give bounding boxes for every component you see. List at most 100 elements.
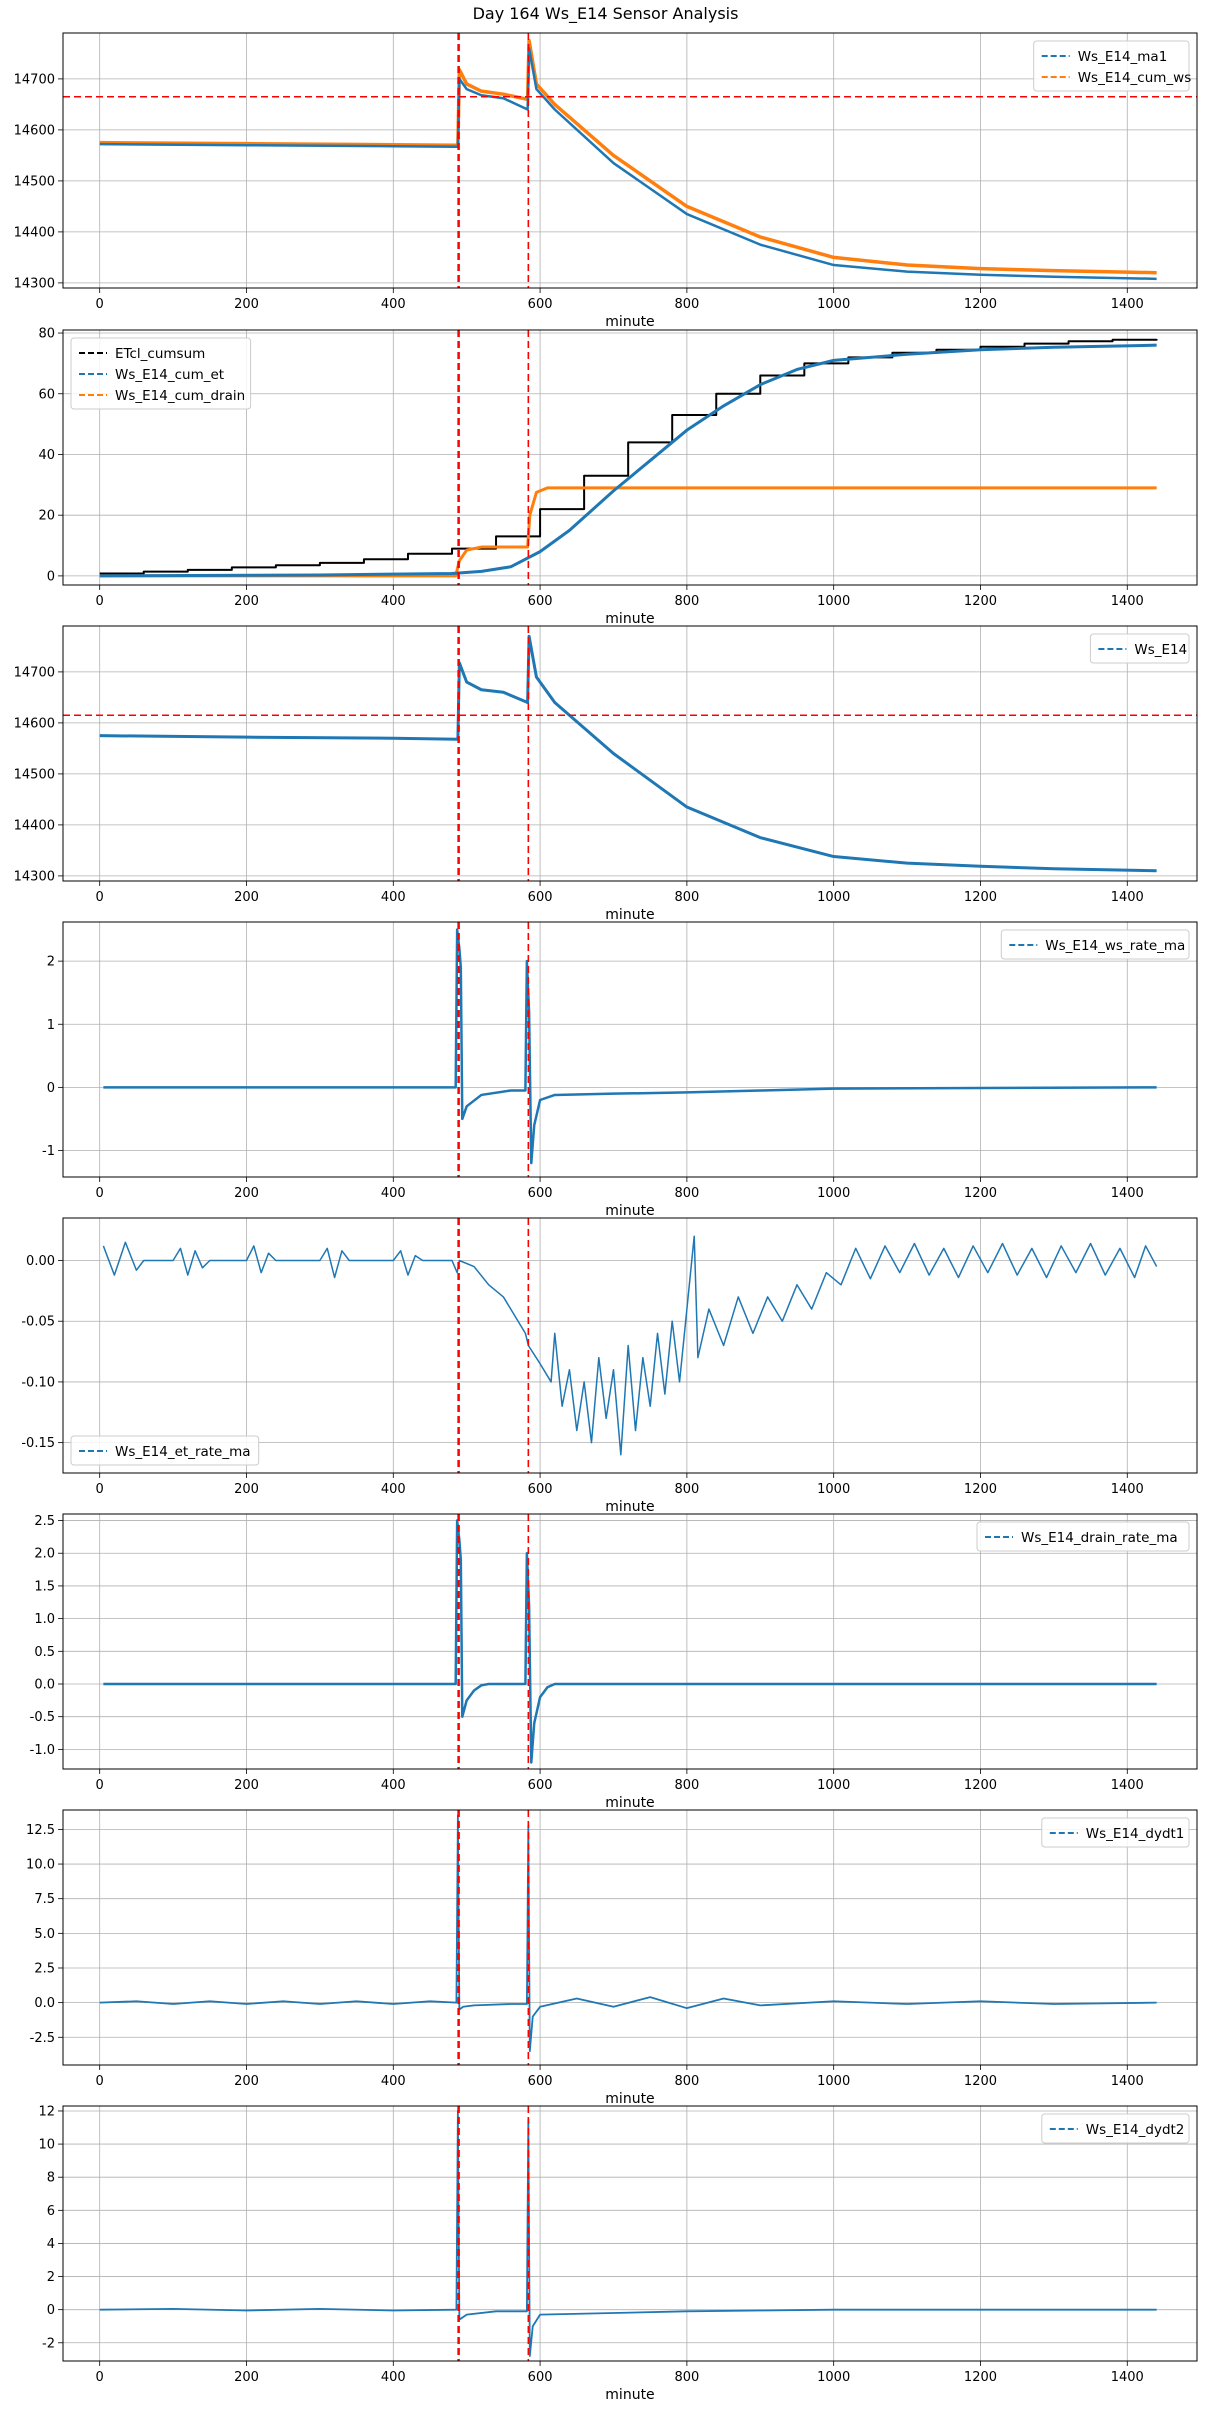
y-tick-label: 6	[47, 2204, 55, 2219]
y-tick-label: 14600	[14, 123, 55, 138]
x-tick-label: 1400	[1111, 297, 1144, 312]
chart-panel-6: 0 200 400 600 800 1000 1200 1400 -1.0 -0.5 0.0 0.5 1…	[30, 1513, 1198, 1811]
x-tick-label: 800	[674, 890, 699, 905]
chart-panel-5: 0 200 400 600 800 1000 1200 1400 -0.15 -0.10 -0.05…	[21, 1217, 1198, 1515]
x-tick-label: 400	[381, 1778, 406, 1793]
axes-frame	[62, 1217, 1198, 1474]
y-tick-label: 10	[38, 2138, 55, 2153]
x-tick-label: 800	[674, 1186, 699, 1201]
legend-entry-label: Ws_E14_drain_rate_ma	[1021, 1530, 1178, 1546]
y-tick-label: 20	[38, 509, 55, 524]
legend-entry-label: Ws_E14	[1134, 642, 1187, 658]
x-tick-label: 1200	[964, 297, 997, 312]
y-tick-label: 14600	[14, 716, 55, 731]
legend: Ws_E14_dydt1	[1041, 1817, 1190, 1848]
x-tick-label: 1200	[964, 1482, 997, 1497]
x-tick-label: 1200	[964, 2074, 997, 2089]
axes-frame	[62, 1513, 1198, 1770]
x-tick-label: 200	[234, 2074, 259, 2089]
y-tick-label: 0	[47, 2303, 55, 2318]
x-tick-label: 1400	[1111, 1482, 1144, 1497]
y-tick-label: 60	[38, 387, 55, 402]
x-tick-label: 0	[96, 1482, 104, 1497]
x-tick-label: 800	[674, 594, 699, 609]
y-tick-label: 1.0	[34, 1612, 55, 1627]
y-tick-label: 12.5	[26, 1823, 55, 1838]
x-tick-label: 400	[381, 1482, 406, 1497]
x-tick-label: 200	[234, 594, 259, 609]
x-tick-label: 0	[96, 297, 104, 312]
x-tick-label: 600	[528, 890, 553, 905]
y-tick-label: 14700	[14, 665, 55, 680]
series-line-Ws_E14_dydt2	[99, 2110, 1157, 2357]
legend: Ws_E14_ma1 Ws_E14_cum_ws	[1033, 40, 1192, 92]
y-tick-label: 0.0	[34, 1678, 55, 1693]
series-line-Ws_E14_et_rate_ma	[102, 1235, 1158, 1456]
legend-box	[976, 1521, 1190, 1552]
y-tick-label: 0	[47, 1081, 55, 1096]
plot-area	[63, 626, 1197, 881]
y-tick-label: -0.10	[21, 1375, 55, 1390]
axes-frame	[62, 625, 1198, 882]
y-tick-label: 14400	[14, 818, 55, 833]
legend-box	[70, 337, 252, 410]
x-tick-label: 1200	[964, 594, 997, 609]
x-tick-label: 200	[234, 1778, 259, 1793]
x-tick-label: 1000	[817, 890, 850, 905]
chart-panel-2: 0 200 400 600 800 1000 1200 1400 0 20 40 60 80 minute…	[38, 327, 1198, 627]
x-tick-label: 1400	[1111, 2074, 1144, 2089]
legend: Ws_E14_drain_rate_ma	[976, 1521, 1190, 1552]
series-line-Ws_E14_drain_rate_ma	[103, 1519, 1157, 1764]
x-axis-label: minute	[605, 1203, 654, 1219]
x-tick-label: 1200	[964, 2370, 997, 2385]
legend-entry-label: Ws_E14_ma1	[1078, 49, 1168, 65]
x-tick-label: 400	[381, 297, 406, 312]
x-tick-label: 800	[674, 297, 699, 312]
y-tick-label: 8	[47, 2171, 55, 2186]
y-tick-label: 80	[38, 327, 55, 342]
x-tick-label: 600	[528, 2370, 553, 2385]
legend: Ws_E14_dydt2	[1041, 2113, 1190, 2144]
x-axis-label: minute	[605, 1795, 654, 1811]
legend-entry-label: ETcl_cumsum	[115, 346, 205, 362]
y-tick-label: -2.5	[30, 2031, 55, 2046]
chart-panel-7: 0 200 400 600 800 1000 1200 1400 -2.5 0.0 2.5 5.0 7.…	[26, 1809, 1198, 2107]
chart-panel-3: 0 200 400 600 800 1000 1200 1400 14300 14400 14500…	[14, 625, 1198, 923]
x-tick-label: 1000	[817, 1186, 850, 1201]
legend-box	[1041, 2113, 1190, 2144]
y-tick-label: 2.5	[34, 1514, 55, 1529]
y-tick-label: 14500	[14, 767, 55, 782]
legend: ETcl_cumsum Ws_E14_cum_et Ws_E14_cum_drain	[70, 337, 252, 410]
x-axis-label: minute	[605, 2387, 654, 2403]
series-line-Ws_E14_cum_et	[99, 343, 1157, 578]
y-tick-label: 4	[47, 2237, 55, 2252]
x-tick-label: 0	[96, 2074, 104, 2089]
x-tick-label: 200	[234, 890, 259, 905]
y-tick-label: 14300	[14, 276, 55, 291]
axes-frame	[62, 329, 1198, 586]
x-axis-label: minute	[605, 314, 654, 330]
x-tick-label: 400	[381, 890, 406, 905]
plot-area	[63, 33, 1197, 288]
plot-area	[99, 2106, 1157, 2361]
legend-box	[1089, 633, 1190, 664]
chart-panel-8: 0 200 400 600 800 1000 1200 1400 -2 0 2 4 6 8 10 12 minu…	[38, 2104, 1198, 2403]
x-tick-label: 200	[234, 1186, 259, 1201]
x-tick-label: 400	[381, 2370, 406, 2385]
legend-entry-label: Ws_E14_dydt2	[1086, 2122, 1185, 2138]
x-tick-label: 1400	[1111, 2370, 1144, 2385]
x-tick-label: 400	[381, 1186, 406, 1201]
x-tick-label: 400	[381, 2074, 406, 2089]
legend-entry-label: Ws_E14_cum_ws	[1078, 70, 1192, 86]
legend: Ws_E14	[1089, 633, 1190, 664]
legend-entry-label: Ws_E14_cum_drain	[115, 388, 245, 404]
y-tick-label: 10.0	[26, 1858, 55, 1873]
x-axis-label: minute	[605, 1499, 654, 1515]
legend-box	[1041, 1817, 1190, 1848]
x-tick-label: 600	[528, 2074, 553, 2089]
y-tick-label: 14300	[14, 869, 55, 884]
axes-frame	[62, 921, 1198, 1178]
y-tick-label: 2.0	[34, 1547, 55, 1562]
x-tick-label: 1200	[964, 890, 997, 905]
series-line-Ws_E14_cum_ws	[99, 38, 1157, 275]
